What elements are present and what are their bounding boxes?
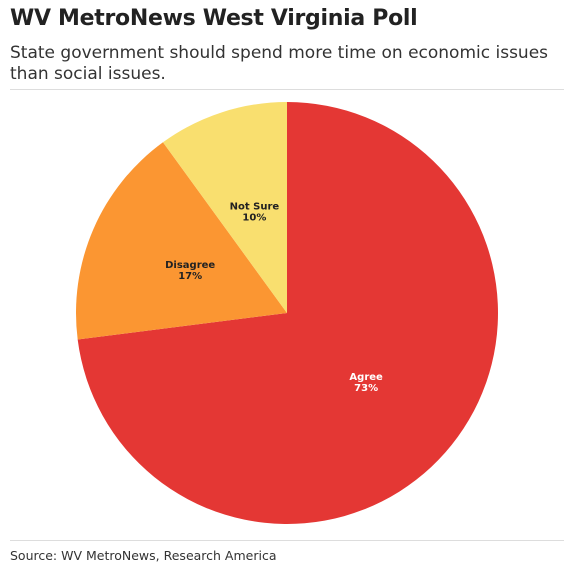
- source-note: Source: WV MetroNews, Research America: [10, 548, 277, 563]
- chart-subtitle: State government should spend more time …: [10, 43, 549, 84]
- footer-divider: [10, 540, 564, 541]
- slice-label-disagree: Disagree: [165, 260, 215, 271]
- slice-label-not-sure: Not Sure: [230, 202, 280, 213]
- slice-value-disagree: 17%: [178, 271, 202, 282]
- slice-value-not-sure: 10%: [242, 213, 266, 224]
- pie-slice-not-sure: [162, 102, 287, 313]
- header-divider: [10, 89, 564, 90]
- pie-slice-disagree: [75, 142, 287, 340]
- pie-slices: [75, 102, 499, 524]
- slice-value-agree: 73%: [354, 383, 378, 394]
- chart-title: WV MetroNews West Virginia Poll: [10, 6, 418, 31]
- pie-slice-agree: [77, 102, 499, 524]
- slice-label-agree: Agree: [349, 372, 383, 383]
